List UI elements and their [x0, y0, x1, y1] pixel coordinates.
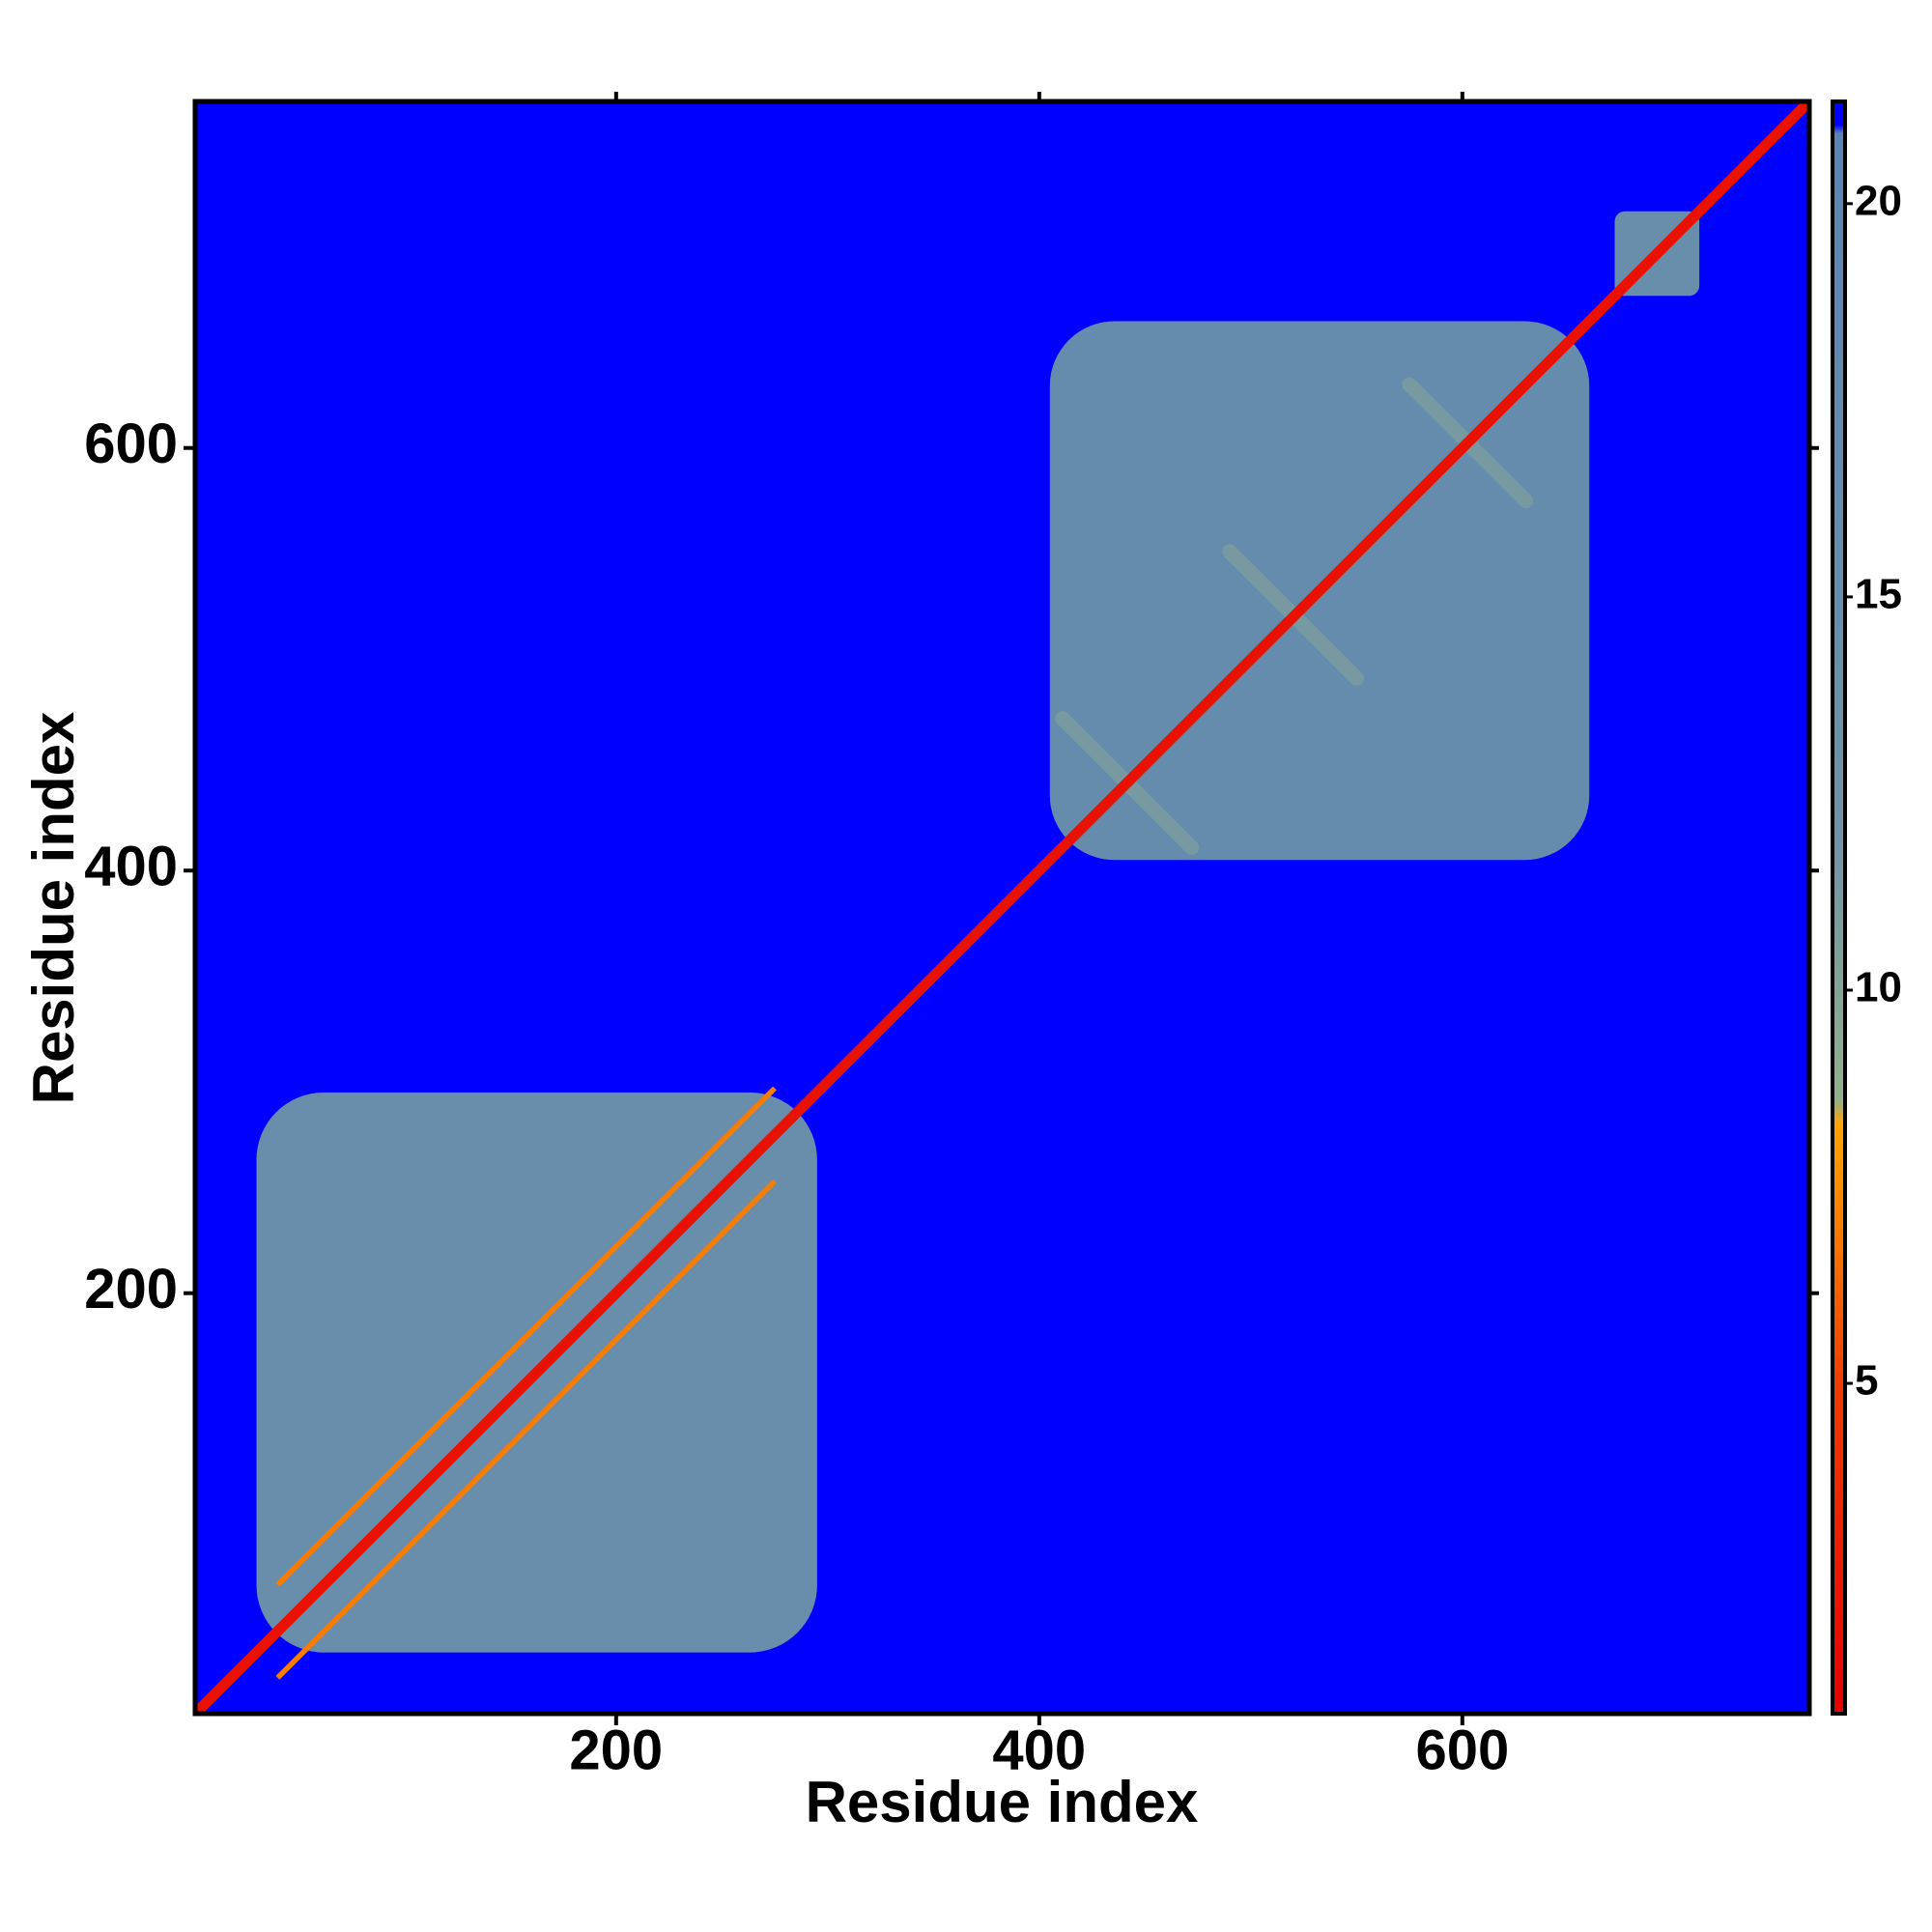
colorbar-segment	[1833, 101, 1845, 126]
x-axis-title: Residue index	[806, 1770, 1199, 1834]
colorbar-segment	[1833, 125, 1845, 134]
colorbar-segment	[1833, 1123, 1845, 1384]
x-tick-label: 600	[1415, 1719, 1509, 1781]
plot-frame	[192, 99, 1812, 1717]
diagonal-band	[195, 101, 1809, 1714]
plot-area	[195, 101, 1809, 1714]
colorbar-tick-label: 15	[1855, 571, 1902, 618]
x-tick-label: 400	[992, 1719, 1086, 1781]
colorbar-segment	[1833, 132, 1845, 834]
x-tick-label: 200	[569, 1719, 663, 1781]
y-tick-label: 600	[84, 412, 178, 475]
colorbar-frame	[1831, 99, 1847, 1716]
colorbar-tick-label: 20	[1855, 177, 1902, 224]
colorbar-segment	[1833, 1383, 1845, 1715]
y-axis-title: Residue index	[21, 712, 86, 1105]
colorbar-tick-label: 5	[1855, 1357, 1878, 1405]
colorbar-tick-label: 10	[1855, 964, 1902, 1011]
diagonal-band	[275, 1179, 778, 1680]
colorbar-segment	[1833, 1099, 1845, 1124]
y-tick-label: 200	[84, 1258, 178, 1321]
diagonal-band	[275, 1086, 778, 1587]
y-tick-label: 400	[84, 836, 178, 898]
colorbar-segment	[1833, 833, 1845, 1101]
